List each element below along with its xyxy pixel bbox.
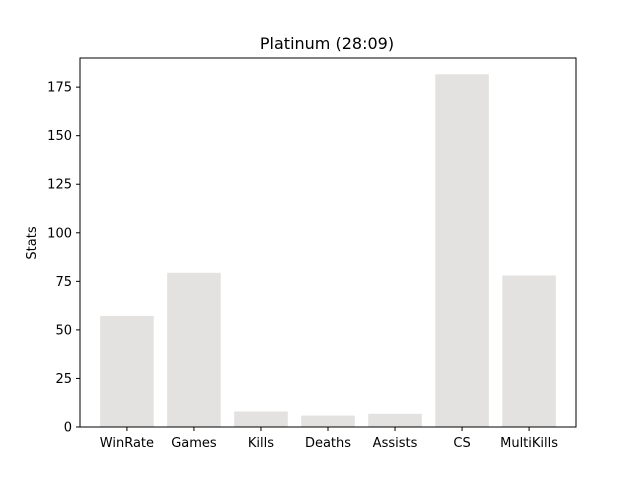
y-axis: 0 25 50 75 100 125 150 175 xyxy=(47,81,80,436)
x-tick-label: Deaths xyxy=(305,436,351,451)
bar-cs xyxy=(435,74,489,427)
y-tick-label: 100 xyxy=(47,226,72,241)
x-tick-label: Kills xyxy=(248,436,274,451)
y-tick-label: 50 xyxy=(55,323,72,338)
bar-games xyxy=(167,272,221,427)
bar-assists xyxy=(368,413,422,427)
y-tick-label: 75 xyxy=(55,275,72,290)
chart-title: Platinum (28:09) xyxy=(260,34,394,53)
y-tick-label: 150 xyxy=(47,129,72,144)
x-tick-label: Assists xyxy=(373,436,418,451)
x-tick-label: CS xyxy=(453,436,470,451)
y-tick-label: 175 xyxy=(47,81,72,96)
x-tick-label: WinRate xyxy=(100,436,154,451)
bar-winrate xyxy=(100,315,154,427)
y-axis-label: Stats xyxy=(25,226,40,259)
y-tick-label: 125 xyxy=(47,178,72,193)
y-tick-label: 0 xyxy=(64,421,72,436)
bars-group xyxy=(100,74,556,427)
x-tick-label: Games xyxy=(171,436,217,451)
y-tick-label: 25 xyxy=(55,372,72,387)
bar-kills xyxy=(234,411,288,427)
x-tick-label: MultiKills xyxy=(500,436,558,451)
x-axis: WinRate Games Kills Deaths Assists CS MultiKil… xyxy=(100,427,558,451)
bar-multikills xyxy=(502,275,556,427)
plot-frame xyxy=(79,57,577,428)
bar-deaths xyxy=(301,415,355,427)
